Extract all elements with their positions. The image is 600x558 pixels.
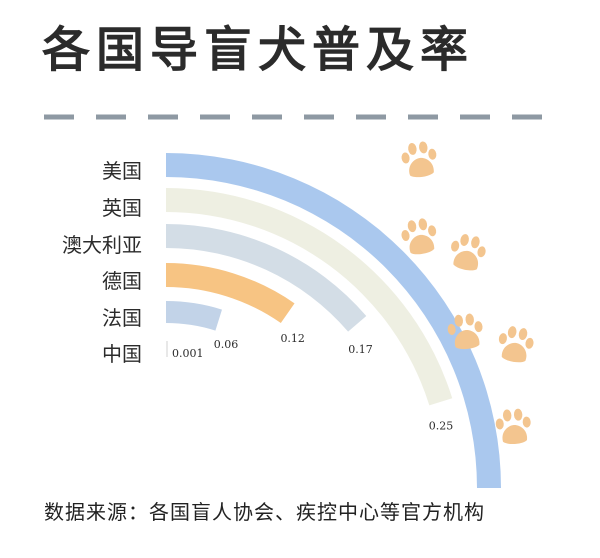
radial-bar-4	[166, 263, 295, 324]
paw-print-icon	[495, 408, 531, 445]
value-label: 0.25	[429, 420, 454, 433]
radial-bar-1	[166, 153, 501, 488]
paw-print-icon	[498, 326, 534, 363]
value-label: 0.001	[172, 347, 204, 360]
paw-print-icon	[447, 313, 483, 350]
dashed-divider	[44, 114, 554, 120]
page-title: 各国导盲犬普及率	[42, 22, 475, 78]
radial-bar-6	[166, 341, 168, 357]
radial-bar-3	[166, 224, 367, 332]
paw-print-icon	[401, 141, 437, 178]
radial-bar-2	[166, 188, 453, 406]
value-label: 0.12	[280, 332, 305, 345]
category-label: 德国	[102, 269, 142, 293]
category-label: 法国	[102, 306, 142, 330]
category-label: 英国	[102, 196, 142, 220]
category-label: 澳大利亚	[62, 233, 142, 257]
value-label: 0.17	[348, 343, 373, 356]
paw-print-icon	[451, 234, 486, 271]
category-label: 美国	[102, 159, 142, 183]
radial-bar-5	[166, 301, 222, 331]
data-source-note: 数据来源：各国盲人协会、疾控中心等官方机构	[44, 500, 485, 524]
category-label: 中国	[102, 342, 142, 366]
value-label: 0.06	[214, 338, 239, 351]
paw-print-icon	[401, 218, 437, 255]
